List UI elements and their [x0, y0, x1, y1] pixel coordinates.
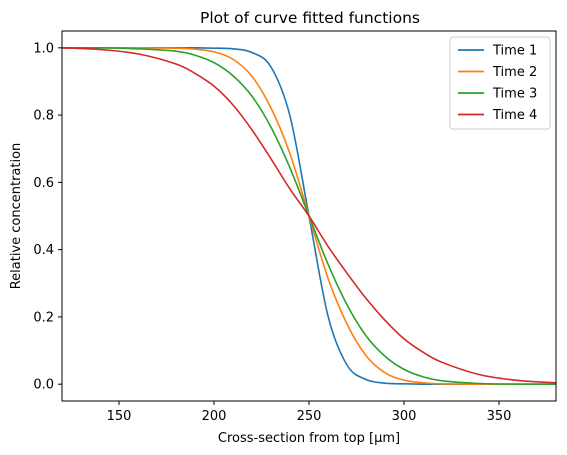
- x-tick-label: 250: [297, 409, 322, 424]
- x-tick-label: 200: [202, 409, 227, 424]
- legend: Time 1 Time 2 Time 3 Time 4: [449, 36, 551, 130]
- y-tick-label: 0.0: [33, 378, 54, 393]
- legend-label: Time 1: [492, 44, 537, 59]
- series-line-4: [61, 47, 557, 384]
- y-tick-label: 0.8: [33, 109, 54, 124]
- plot-area: [61, 30, 557, 402]
- y-tick-label: 0.2: [33, 310, 54, 325]
- x-tick-label: 350: [487, 409, 512, 424]
- y-tick-label: 1.0: [33, 41, 54, 56]
- legend-label: Time 3: [492, 87, 537, 102]
- y-tick-label: 0.6: [33, 176, 54, 191]
- legend-label: Time 2: [492, 65, 537, 80]
- y-axis: 0.0 0.2 0.4 0.6 0.8 1.0: [33, 41, 62, 393]
- legend-box: [449, 36, 551, 130]
- series-lines: [61, 46, 557, 386]
- x-axis-label: Cross-section from top [µm]: [218, 431, 400, 446]
- legend-label: Time 4: [492, 108, 537, 123]
- x-tick-label: 300: [392, 409, 417, 424]
- x-axis: 150 200 250 300 350: [107, 401, 512, 424]
- y-tick-label: 0.4: [33, 243, 54, 258]
- chart-title: Plot of curve fitted functions: [200, 9, 420, 27]
- y-axis-label: Relative concentration: [9, 143, 24, 290]
- x-tick-label: 150: [107, 409, 132, 424]
